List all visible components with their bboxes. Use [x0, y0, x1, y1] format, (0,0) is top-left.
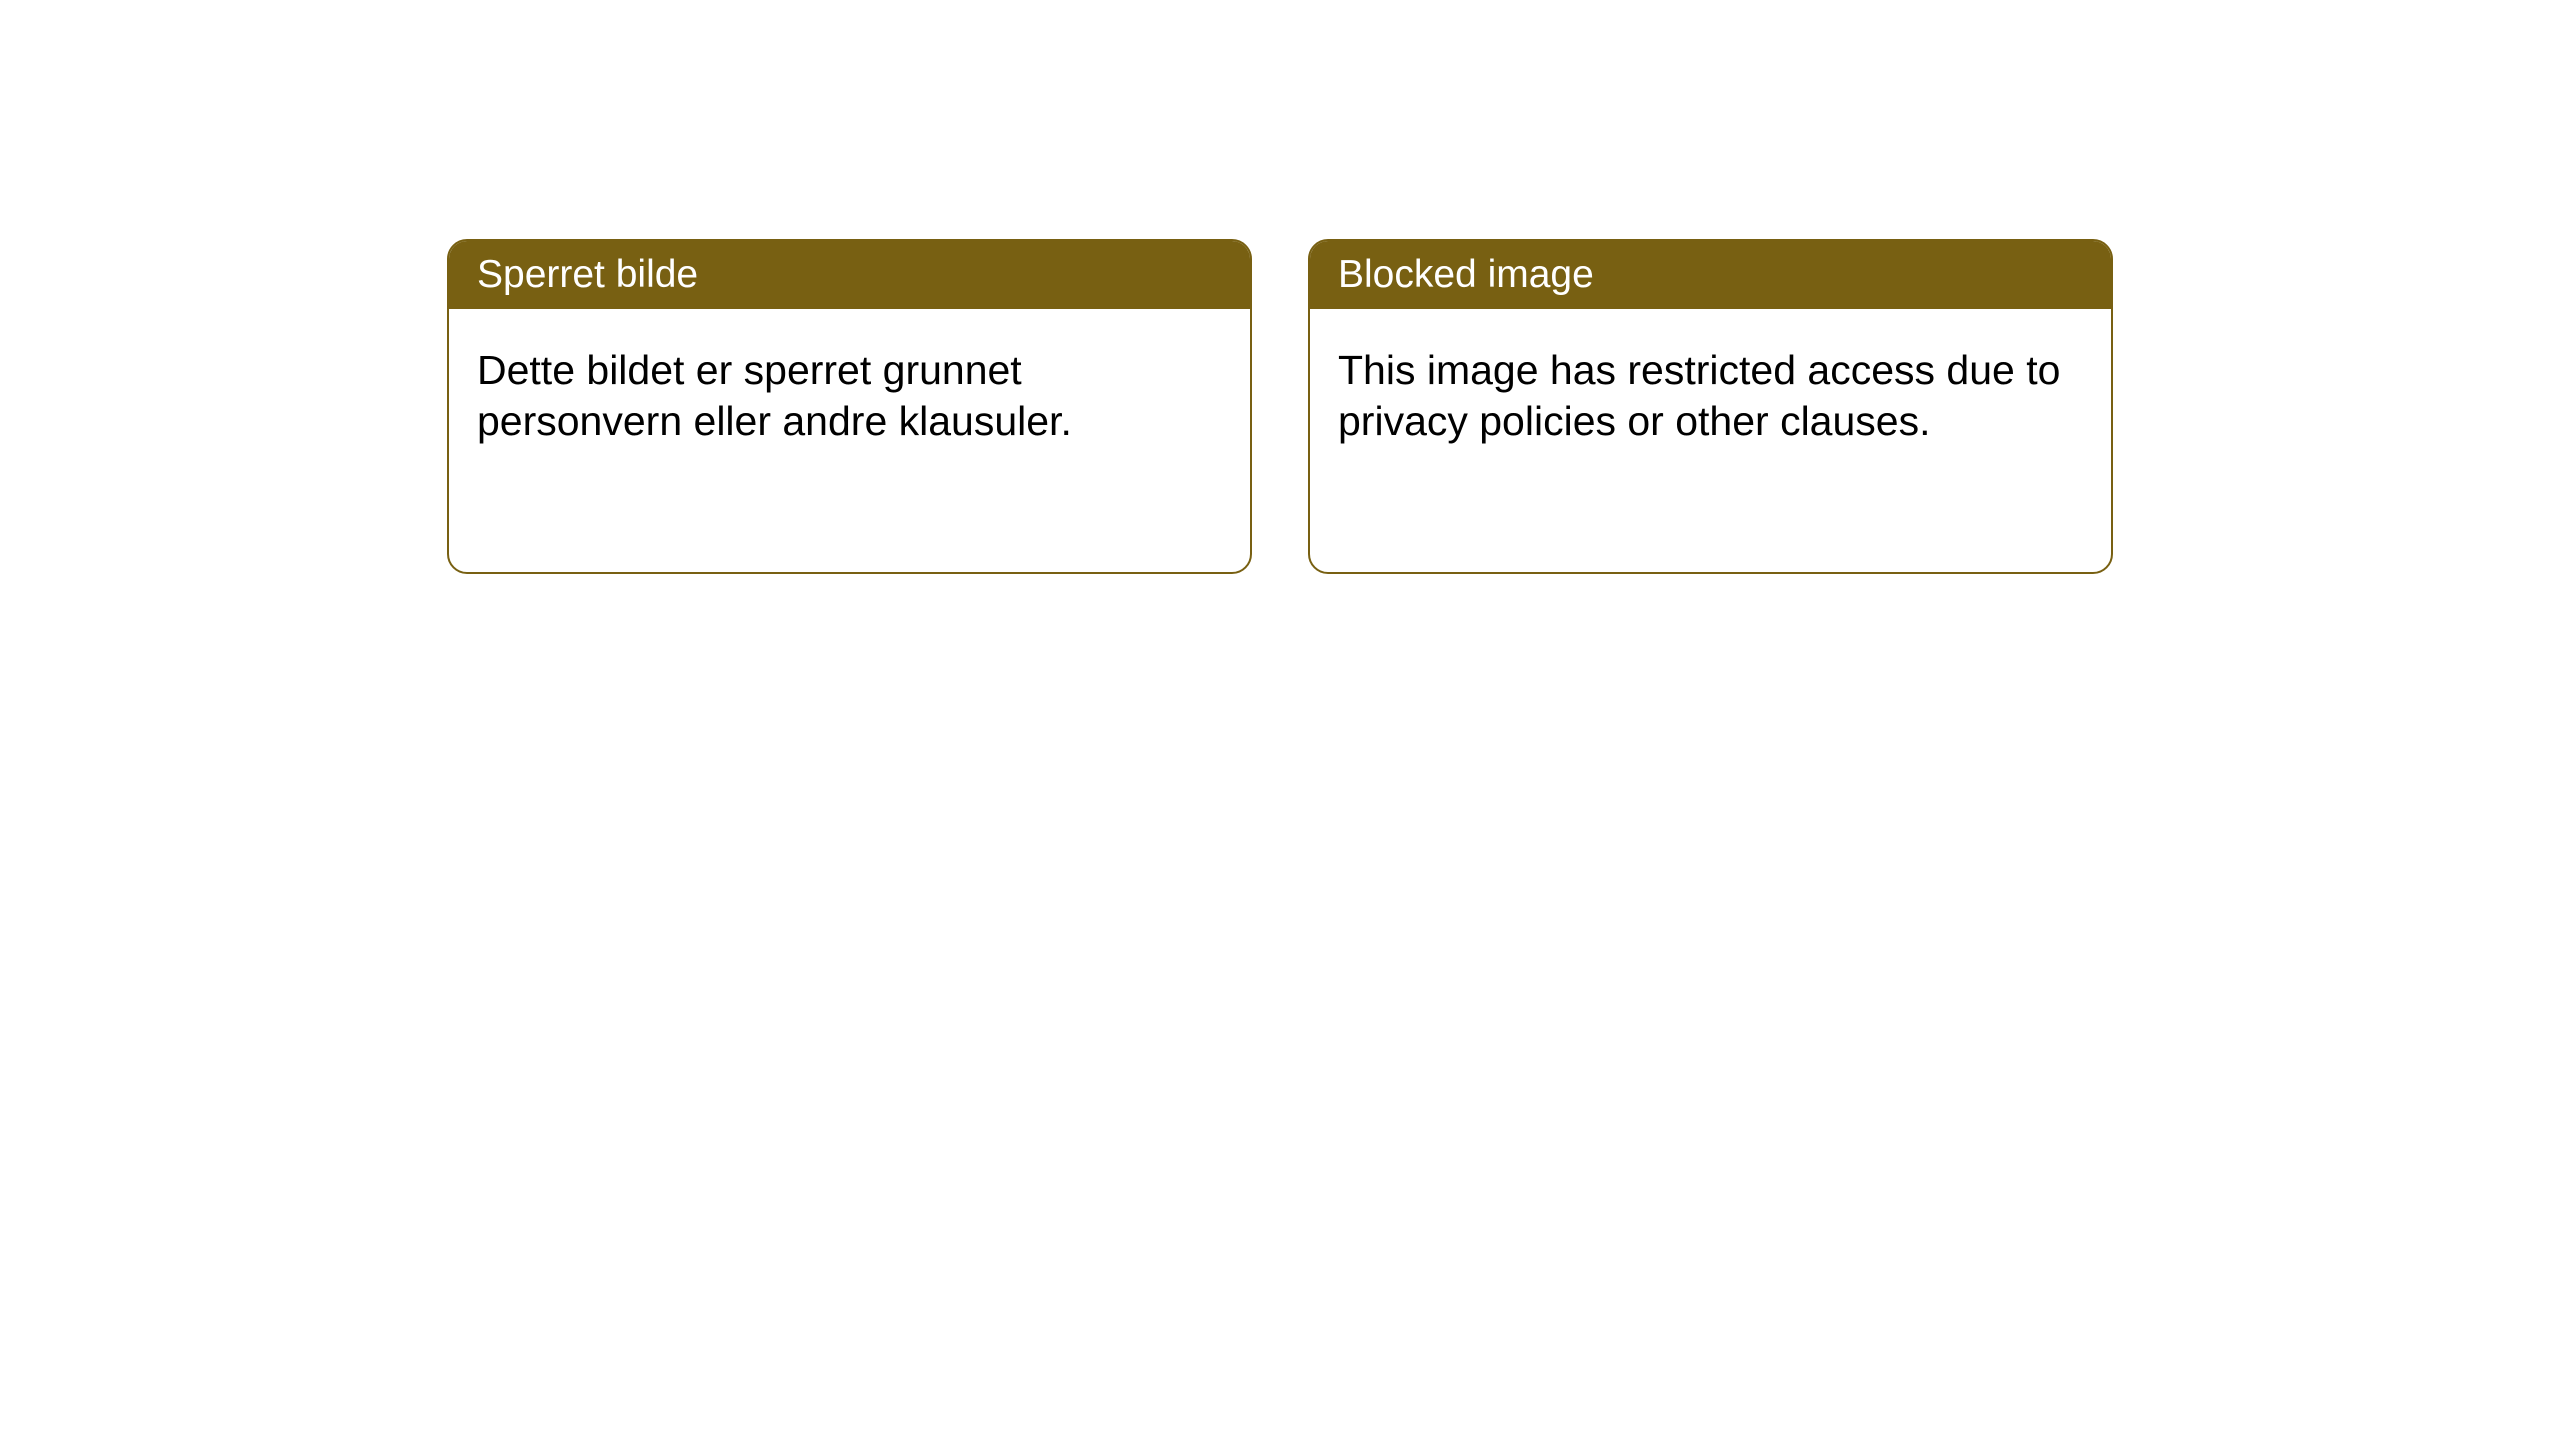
card-body: Dette bildet er sperret grunnet personve…	[449, 309, 1250, 484]
card-title: Sperret bilde	[477, 253, 698, 296]
card-title: Blocked image	[1338, 253, 1594, 296]
card-body-text: Dette bildet er sperret grunnet personve…	[477, 347, 1072, 444]
card-body-text: This image has restricted access due to …	[1338, 347, 2060, 444]
card-header: Sperret bilde	[449, 241, 1250, 309]
notice-container: Sperret bilde Dette bildet er sperret gr…	[447, 239, 2113, 574]
notice-card-norwegian: Sperret bilde Dette bildet er sperret gr…	[447, 239, 1252, 574]
card-body: This image has restricted access due to …	[1310, 309, 2111, 484]
notice-card-english: Blocked image This image has restricted …	[1308, 239, 2113, 574]
card-header: Blocked image	[1310, 241, 2111, 309]
